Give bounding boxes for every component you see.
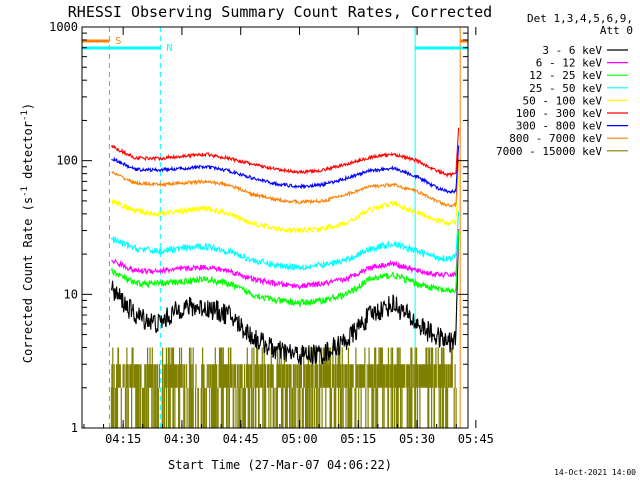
legend-label-8: 7000 - 15000 keV [496,145,602,158]
series-line-5 [110,127,460,179]
y-tick-label-1: 10 [64,287,78,301]
legend-label-6: 300 - 800 keV [516,120,602,133]
x-tick-label-5: 05:30 [399,432,435,446]
x-tick-label-6: 05:45 [458,432,494,446]
y-tick-label-3: 1000 [49,20,78,34]
x-tick-label-2: 04:45 [223,432,259,446]
series-line-2 [110,230,460,308]
x-axis-label: Start Time (27-Mar-07 04:06:22) [168,458,392,472]
series-line-3 [110,211,460,272]
series-line-4 [111,175,460,235]
y-tick-label-2: 100 [56,154,78,168]
series-line-7 [111,158,460,208]
legend-label-1: 6 - 12 keV [536,57,603,70]
series-line-6 [111,145,460,194]
axes: 04:15 04:30 04:45 05:00 05:15 05:30 05:45 1 10 10… [49,20,494,446]
series-line-1 [111,228,460,290]
legend-header-line-0: Det 1,3,4,5,6,9, [527,12,633,25]
orbit-markers: SN [82,27,468,428]
legend-label-4: 50 - 100 keV [523,94,603,107]
legend-label-0: 3 - 6 keV [542,44,602,57]
plot-frame [81,26,469,429]
y-tick-label-0: 1 [71,421,78,435]
chart-title: RHESSI Observing Summary Count Rates, Co… [68,3,492,21]
legend-label-7: 800 - 7000 keV [509,132,602,145]
legend-header-line-1: Att 0 [600,24,633,37]
x-tick-label-4: 05:15 [340,432,376,446]
series-group [110,127,460,428]
night-label: N [166,43,172,54]
saa-label: S [115,36,121,47]
series-line-0 [110,230,460,366]
y-axis-label: Corrected Count Rate (s-1 detector-1) [20,103,35,363]
footer-date: 14-Oct-2021 14:00 [554,468,636,477]
legend-label-5: 100 - 300 keV [516,107,602,120]
x-tick-label-1: 04:30 [164,432,200,446]
x-tick-label-3: 05:00 [281,432,317,446]
legend-label-3: 25 - 50 keV [529,82,602,95]
legend-label-2: 12 - 25 keV [529,69,602,82]
x-tick-label-0: 04:15 [105,432,141,446]
